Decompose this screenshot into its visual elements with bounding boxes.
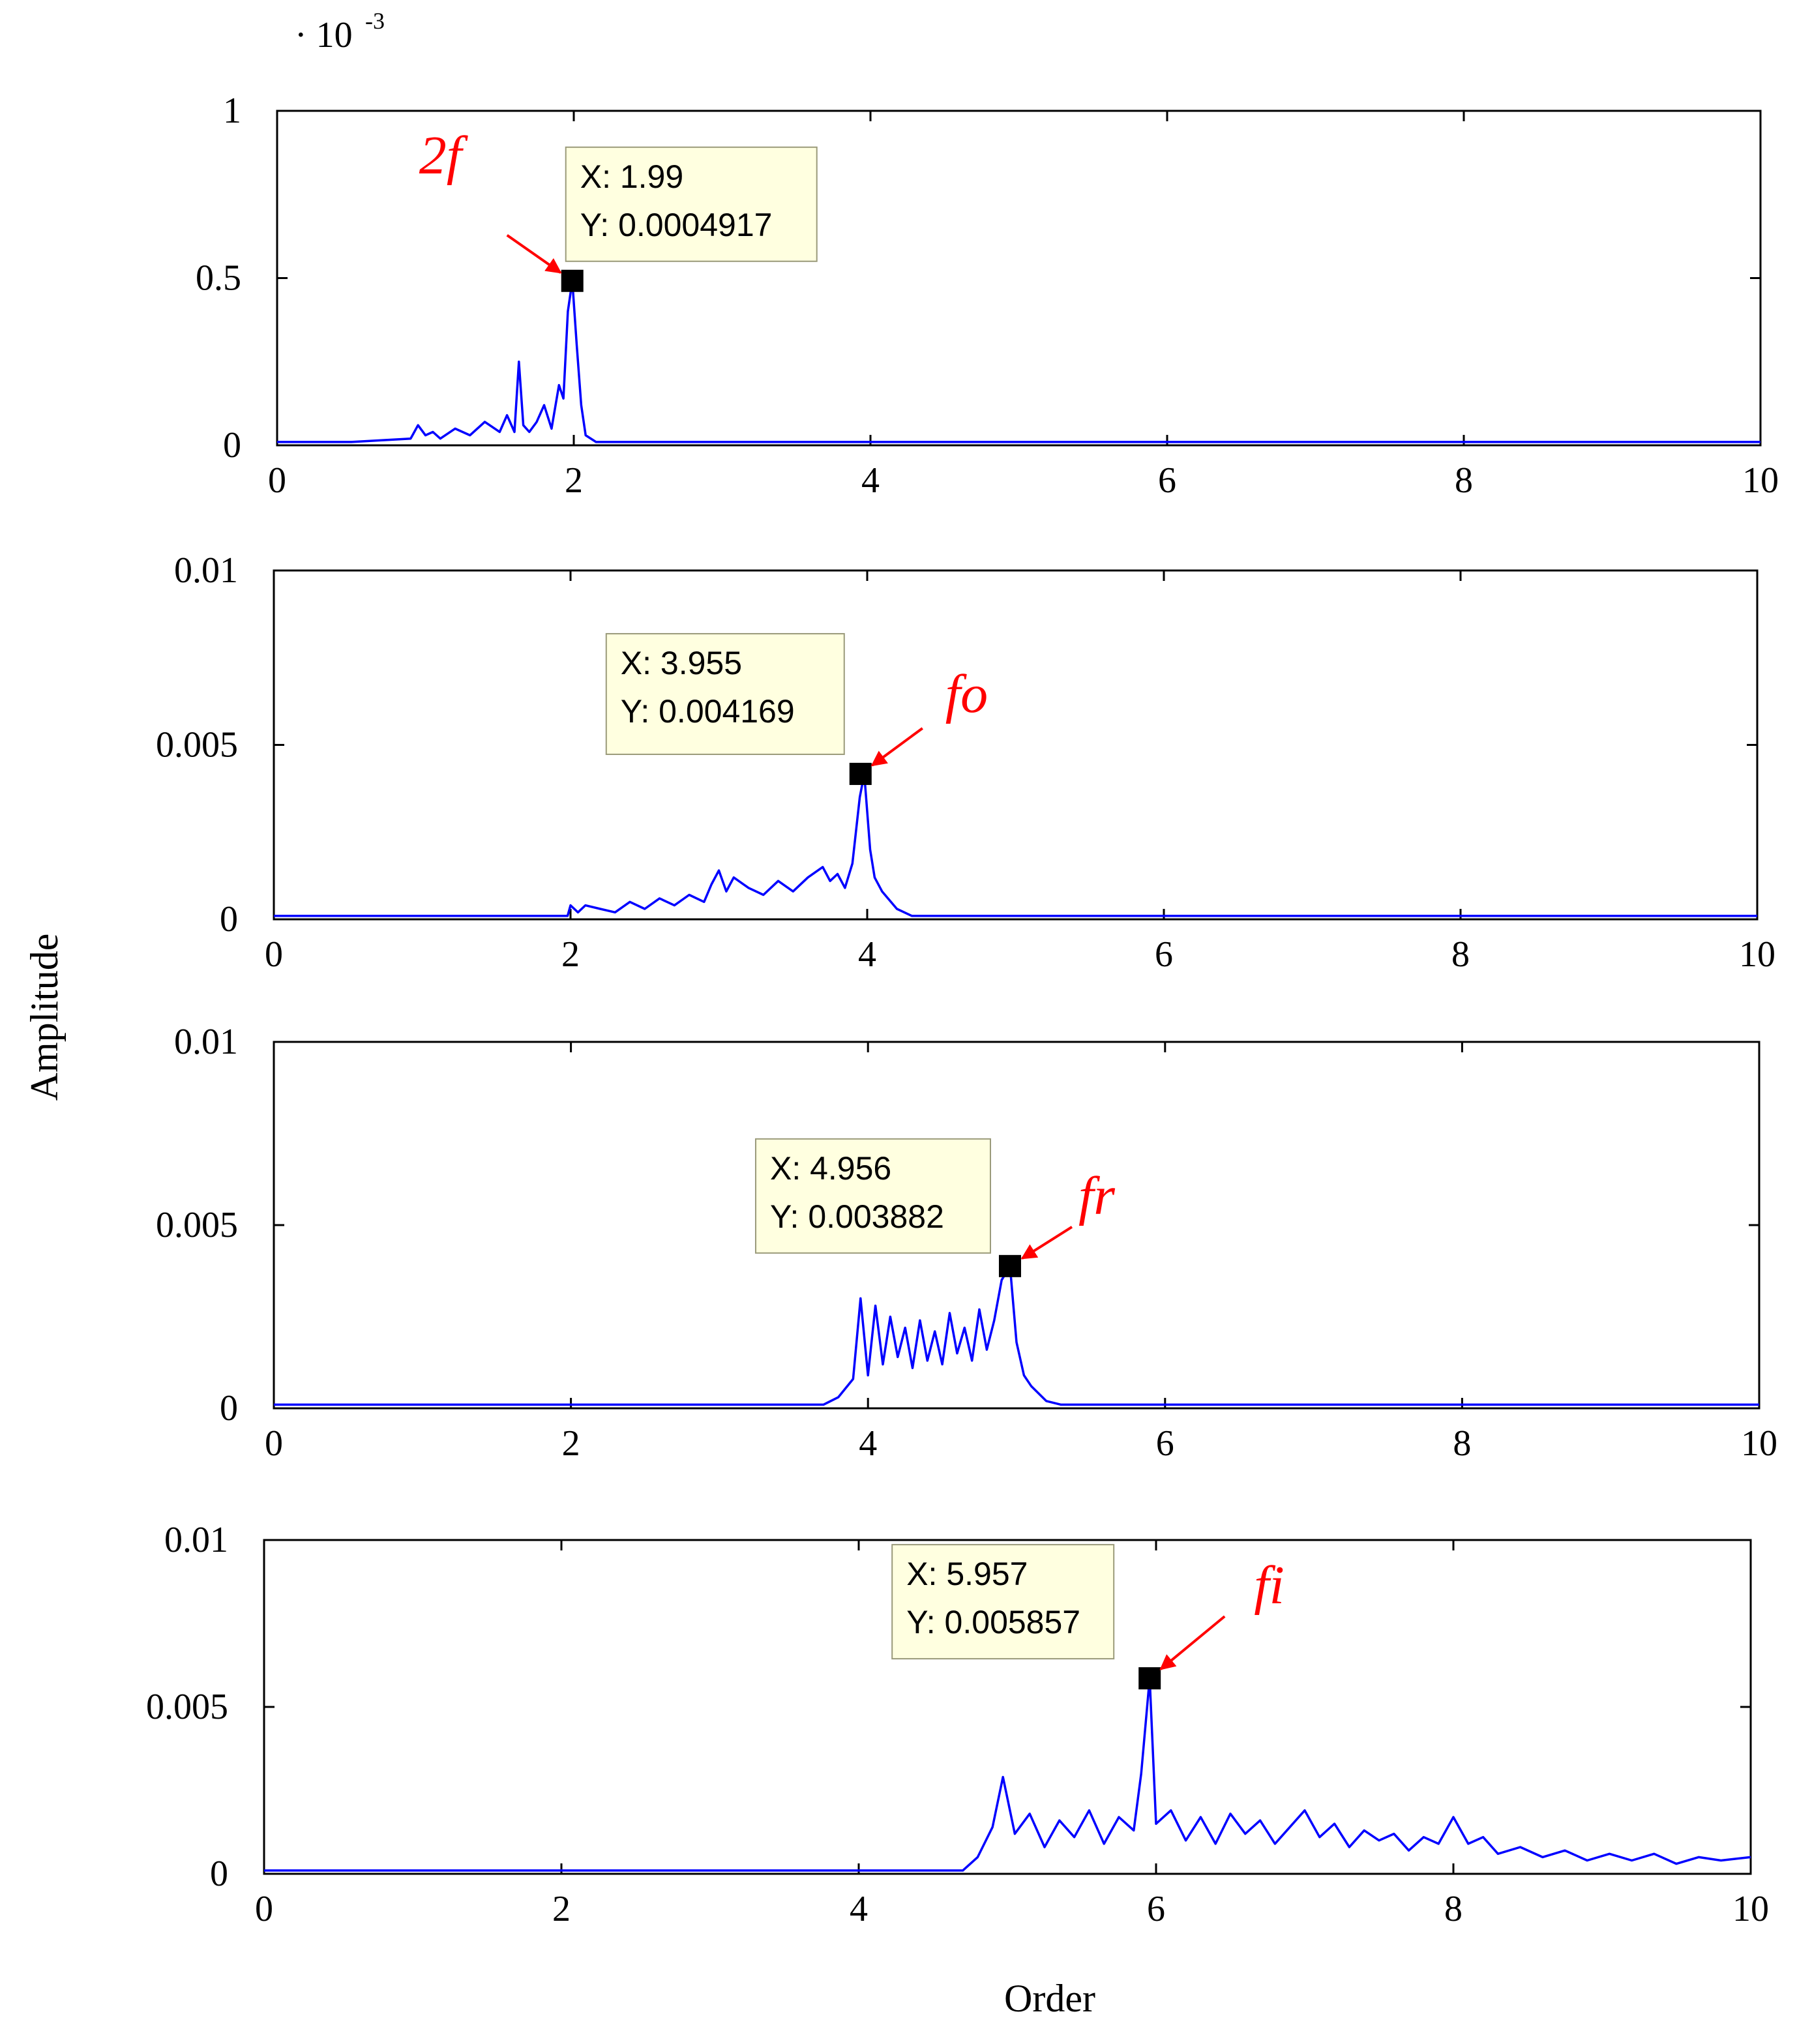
x-tick-label: 6 <box>1155 934 1173 975</box>
y-tick-label: 1 <box>223 91 241 131</box>
datatip-y-label: Y: 0.0004917 <box>580 207 773 243</box>
series-line <box>274 773 1757 917</box>
x-tick-label: 8 <box>1455 460 1473 501</box>
y-tick-label: 0 <box>220 1388 238 1429</box>
datatip-box <box>891 1544 1115 1660</box>
axes-frame <box>273 1041 1760 1410</box>
x-tick-label: 10 <box>1741 1423 1777 1464</box>
datatip-y-label: Y: 0.004169 <box>621 693 795 730</box>
annotation-label: 2f <box>419 125 469 186</box>
y-tick-label: 0.005 <box>156 1205 238 1245</box>
x-tick-label: 4 <box>850 1889 868 1929</box>
x-tick-label: 8 <box>1453 1423 1471 1464</box>
y-tick-label: 0.01 <box>164 1520 228 1560</box>
x-tick-label: 10 <box>1742 460 1779 501</box>
datatip-box <box>565 146 818 262</box>
datatip-marker[interactable] <box>1138 1667 1161 1690</box>
x-tick-label: 4 <box>859 1423 877 1464</box>
y-multiplier: · 10 -3 <box>295 8 385 55</box>
y-tick-label: 0.005 <box>146 1687 228 1727</box>
x-tick-label: 0 <box>265 1423 283 1464</box>
x-tick-label: 10 <box>1739 934 1775 975</box>
x-tick-label: 2 <box>552 1889 571 1929</box>
y-axis-label: Amplitude <box>23 934 66 1101</box>
y-multiplier-base: · 10 <box>295 15 353 55</box>
datatip-x-label: X: 3.955 <box>621 645 742 681</box>
x-axis-label: Order <box>1004 1977 1095 2020</box>
datatip-marker[interactable] <box>849 762 872 785</box>
x-tick-label: 6 <box>1147 1889 1165 1929</box>
annotation-arrow <box>870 727 923 767</box>
series-line <box>277 280 1760 443</box>
datatip-y-label: Y: 0.003882 <box>770 1198 944 1235</box>
annotation-label: fo <box>945 664 988 724</box>
x-tick-label: 6 <box>1156 1423 1174 1464</box>
y-tick-label: 0 <box>223 425 241 466</box>
panel-fo: 0 2 4 6 8 10 0 0.005 0.01 X: 3.955 Y: 0.004169 fo <box>156 550 1775 975</box>
x-tick-label: 0 <box>268 460 286 501</box>
y-tick-label: 0.5 <box>196 258 241 299</box>
y-tick-label: 0 <box>210 1854 228 1894</box>
x-tick-label: 0 <box>265 934 283 975</box>
y-tick-label: 0 <box>220 899 238 940</box>
x-tick-label: 2 <box>565 460 583 501</box>
x-tick-label: 2 <box>562 1423 580 1464</box>
x-tick-label: 6 <box>1158 460 1176 501</box>
annotation-arrow <box>1020 1226 1073 1260</box>
x-tick-label: 2 <box>561 934 580 975</box>
panel-fr: 0 2 4 6 8 10 0 0.005 0.01 X: 4.956 Y: 0.003882 fr <box>156 1022 1777 1464</box>
series-line <box>274 1265 1759 1406</box>
x-tick-label: 4 <box>858 934 876 975</box>
x-tick-label: 0 <box>255 1889 273 1929</box>
datatip-y-label: Y: 0.005857 <box>906 1604 1080 1640</box>
y-multiplier-exponent: -3 <box>365 8 385 34</box>
y-tick-label: 0.01 <box>174 1022 238 1062</box>
x-tick-label: 4 <box>861 460 880 501</box>
y-tick-label: 0.01 <box>174 550 238 591</box>
x-tick-label: 10 <box>1732 1889 1769 1929</box>
panel-2f: 0 2 4 6 8 10 0 0.5 1 X: 1.99 Y: 0.0004917 2f <box>196 91 1779 501</box>
panel-fi: 0 2 4 6 8 10 0 0.005 0.01 X: 5.957 Y: 0.005857 fi <box>146 1520 1769 1929</box>
datatip-marker[interactable] <box>998 1254 1021 1277</box>
series-line <box>264 1677 1751 1872</box>
datatip-marker[interactable] <box>561 269 584 292</box>
axes-frame <box>276 110 1762 447</box>
annotation-arrow <box>506 234 562 274</box>
x-tick-label: 8 <box>1451 934 1470 975</box>
annotation-label: fr <box>1078 1166 1115 1226</box>
y-tick-label: 0.005 <box>156 725 238 765</box>
annotation-label: fi <box>1254 1555 1285 1616</box>
datatip-x-label: X: 1.99 <box>580 158 683 195</box>
datatip-box <box>605 632 845 755</box>
datatip-x-label: X: 4.956 <box>770 1150 891 1187</box>
x-tick-label: 8 <box>1444 1889 1463 1929</box>
datatip-x-label: X: 5.957 <box>906 1556 1028 1592</box>
axes-frame <box>273 569 1759 921</box>
annotation-arrow <box>1159 1615 1226 1670</box>
datatip-box <box>754 1138 991 1254</box>
